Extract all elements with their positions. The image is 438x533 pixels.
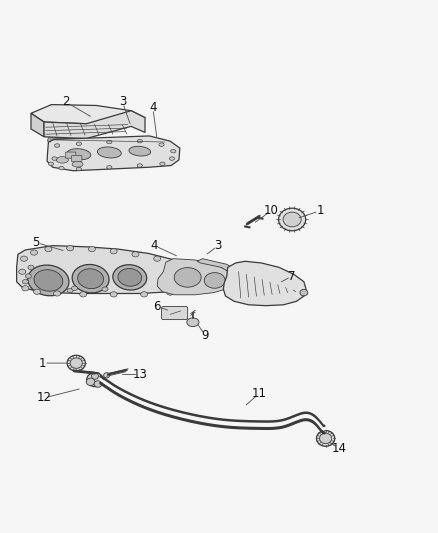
Text: 3: 3: [119, 95, 126, 109]
Text: 3: 3: [215, 239, 222, 252]
Ellipse shape: [70, 358, 82, 368]
Ellipse shape: [94, 381, 102, 387]
Text: 9: 9: [201, 329, 209, 342]
Ellipse shape: [59, 166, 64, 170]
Text: 10: 10: [264, 204, 279, 217]
Text: 14: 14: [331, 442, 346, 455]
Polygon shape: [17, 246, 198, 294]
Ellipse shape: [141, 292, 148, 297]
Ellipse shape: [76, 167, 81, 171]
Ellipse shape: [72, 161, 83, 167]
Text: 11: 11: [251, 387, 267, 400]
Ellipse shape: [34, 270, 63, 291]
Text: 4: 4: [151, 239, 159, 252]
Ellipse shape: [118, 269, 141, 286]
Ellipse shape: [160, 162, 165, 166]
Ellipse shape: [107, 166, 112, 169]
Ellipse shape: [67, 356, 85, 371]
Ellipse shape: [87, 373, 103, 386]
Ellipse shape: [104, 373, 110, 378]
Text: 13: 13: [132, 368, 147, 381]
Text: 5: 5: [32, 236, 40, 249]
Ellipse shape: [21, 256, 28, 261]
Ellipse shape: [279, 208, 306, 231]
Ellipse shape: [110, 292, 117, 297]
Ellipse shape: [132, 252, 139, 257]
Ellipse shape: [189, 284, 196, 289]
Ellipse shape: [159, 143, 164, 147]
Polygon shape: [47, 136, 180, 171]
Text: 2: 2: [62, 95, 70, 109]
Ellipse shape: [25, 274, 32, 278]
FancyBboxPatch shape: [71, 156, 82, 161]
Ellipse shape: [31, 250, 38, 255]
Ellipse shape: [86, 378, 95, 385]
Ellipse shape: [170, 157, 175, 160]
Ellipse shape: [28, 265, 69, 296]
Ellipse shape: [184, 266, 191, 272]
Ellipse shape: [107, 140, 112, 144]
FancyBboxPatch shape: [162, 306, 187, 320]
Text: 4: 4: [149, 101, 157, 114]
Ellipse shape: [113, 265, 147, 290]
Text: 1: 1: [39, 357, 46, 369]
Ellipse shape: [28, 265, 34, 270]
Ellipse shape: [191, 274, 198, 279]
Ellipse shape: [76, 142, 81, 146]
Ellipse shape: [45, 246, 52, 252]
Ellipse shape: [110, 249, 117, 254]
Ellipse shape: [181, 288, 187, 293]
Ellipse shape: [187, 318, 199, 327]
Polygon shape: [31, 104, 145, 124]
Ellipse shape: [167, 290, 174, 295]
Ellipse shape: [129, 146, 151, 156]
Ellipse shape: [97, 147, 121, 158]
Ellipse shape: [283, 212, 301, 227]
Ellipse shape: [317, 431, 335, 446]
Text: 12: 12: [36, 391, 52, 405]
Ellipse shape: [80, 292, 87, 297]
Ellipse shape: [204, 272, 225, 288]
Ellipse shape: [174, 268, 201, 287]
Text: 7: 7: [288, 270, 296, 282]
Ellipse shape: [54, 144, 60, 147]
Ellipse shape: [300, 289, 308, 296]
Ellipse shape: [154, 256, 161, 261]
Ellipse shape: [72, 264, 109, 293]
Ellipse shape: [48, 162, 53, 166]
Ellipse shape: [320, 433, 332, 443]
Ellipse shape: [67, 149, 91, 160]
Polygon shape: [47, 137, 168, 144]
FancyBboxPatch shape: [65, 152, 76, 158]
Text: 1: 1: [316, 204, 324, 217]
Ellipse shape: [102, 287, 108, 292]
Ellipse shape: [52, 157, 57, 160]
Ellipse shape: [67, 246, 74, 251]
Ellipse shape: [19, 269, 26, 274]
Ellipse shape: [171, 149, 176, 153]
Ellipse shape: [137, 140, 142, 143]
Polygon shape: [157, 259, 234, 295]
Ellipse shape: [22, 279, 28, 284]
Ellipse shape: [137, 164, 142, 167]
Polygon shape: [31, 114, 44, 137]
Text: 6: 6: [153, 300, 161, 313]
Ellipse shape: [171, 261, 178, 265]
Ellipse shape: [71, 286, 78, 290]
Ellipse shape: [56, 157, 68, 163]
Ellipse shape: [92, 373, 99, 379]
Ellipse shape: [53, 291, 60, 296]
Polygon shape: [197, 259, 239, 286]
Ellipse shape: [78, 269, 103, 289]
Ellipse shape: [22, 286, 29, 291]
Ellipse shape: [67, 288, 73, 293]
Polygon shape: [223, 261, 306, 305]
Ellipse shape: [34, 289, 41, 294]
Polygon shape: [44, 111, 145, 139]
Ellipse shape: [88, 246, 95, 252]
